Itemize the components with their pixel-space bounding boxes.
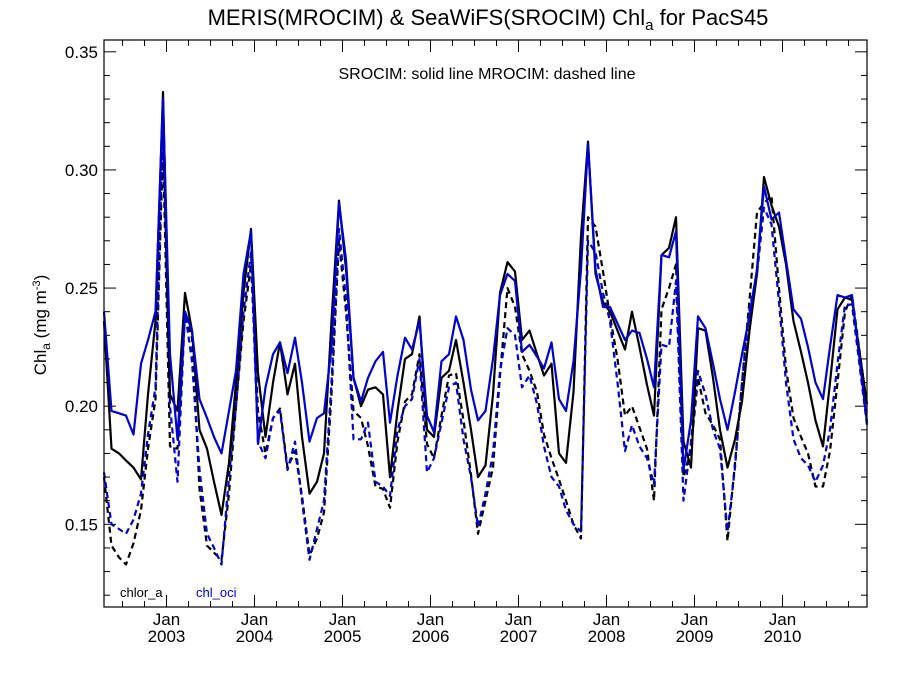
x-tick-label-month: Jan xyxy=(593,610,620,629)
x-tick-label-year: 2004 xyxy=(236,627,274,646)
x-tick-label-year: 2005 xyxy=(324,627,362,646)
x-tick-label-month: Jan xyxy=(417,610,444,629)
y-tick-label: 0.30 xyxy=(65,161,98,180)
series-line-chlor-a-srocim xyxy=(102,90,869,516)
x-tick-label-year: 2007 xyxy=(500,627,538,646)
plot-frame xyxy=(103,39,868,608)
x-tick-label-year: 2006 xyxy=(412,627,450,646)
x-tick-label-year: 2010 xyxy=(764,627,802,646)
y-tick-label: 0.15 xyxy=(65,515,98,534)
series-line-chl-oci-mrocim xyxy=(102,121,869,566)
x-tick-label-month: Jan xyxy=(153,610,180,629)
line-style-annotation: SROCIM: solid line MROCIM: dashed line xyxy=(339,66,636,83)
x-tick-label-month: Jan xyxy=(329,610,356,629)
data-series xyxy=(102,90,869,566)
y-tick-label: 0.35 xyxy=(65,43,98,62)
y-tick-label: 0.20 xyxy=(65,397,98,416)
legend-chl-oci: chl_oci xyxy=(196,585,237,600)
y-tick-label: 0.25 xyxy=(65,279,98,298)
y-axis-label: Chla (mg m-3) xyxy=(31,275,53,376)
chart-title: MERIS(MROCIM) & SeaWiFS(SROCIM) Chla for… xyxy=(208,5,769,34)
x-tick-label-month: Jan xyxy=(769,610,796,629)
legend-chlor-a: chlor_a xyxy=(120,585,163,600)
x-tick-label-month: Jan xyxy=(241,610,268,629)
series-line-chl-oci-srocim xyxy=(102,98,869,472)
x-tick-label-month: Jan xyxy=(505,610,532,629)
tick-labels: 0.150.200.250.300.35Jan2003Jan2004Jan200… xyxy=(65,43,802,646)
x-tick-label-year: 2008 xyxy=(588,627,626,646)
x-tick-label-year: 2009 xyxy=(676,627,714,646)
x-tick-label-year: 2003 xyxy=(148,627,186,646)
x-tick-label-month: Jan xyxy=(681,610,708,629)
